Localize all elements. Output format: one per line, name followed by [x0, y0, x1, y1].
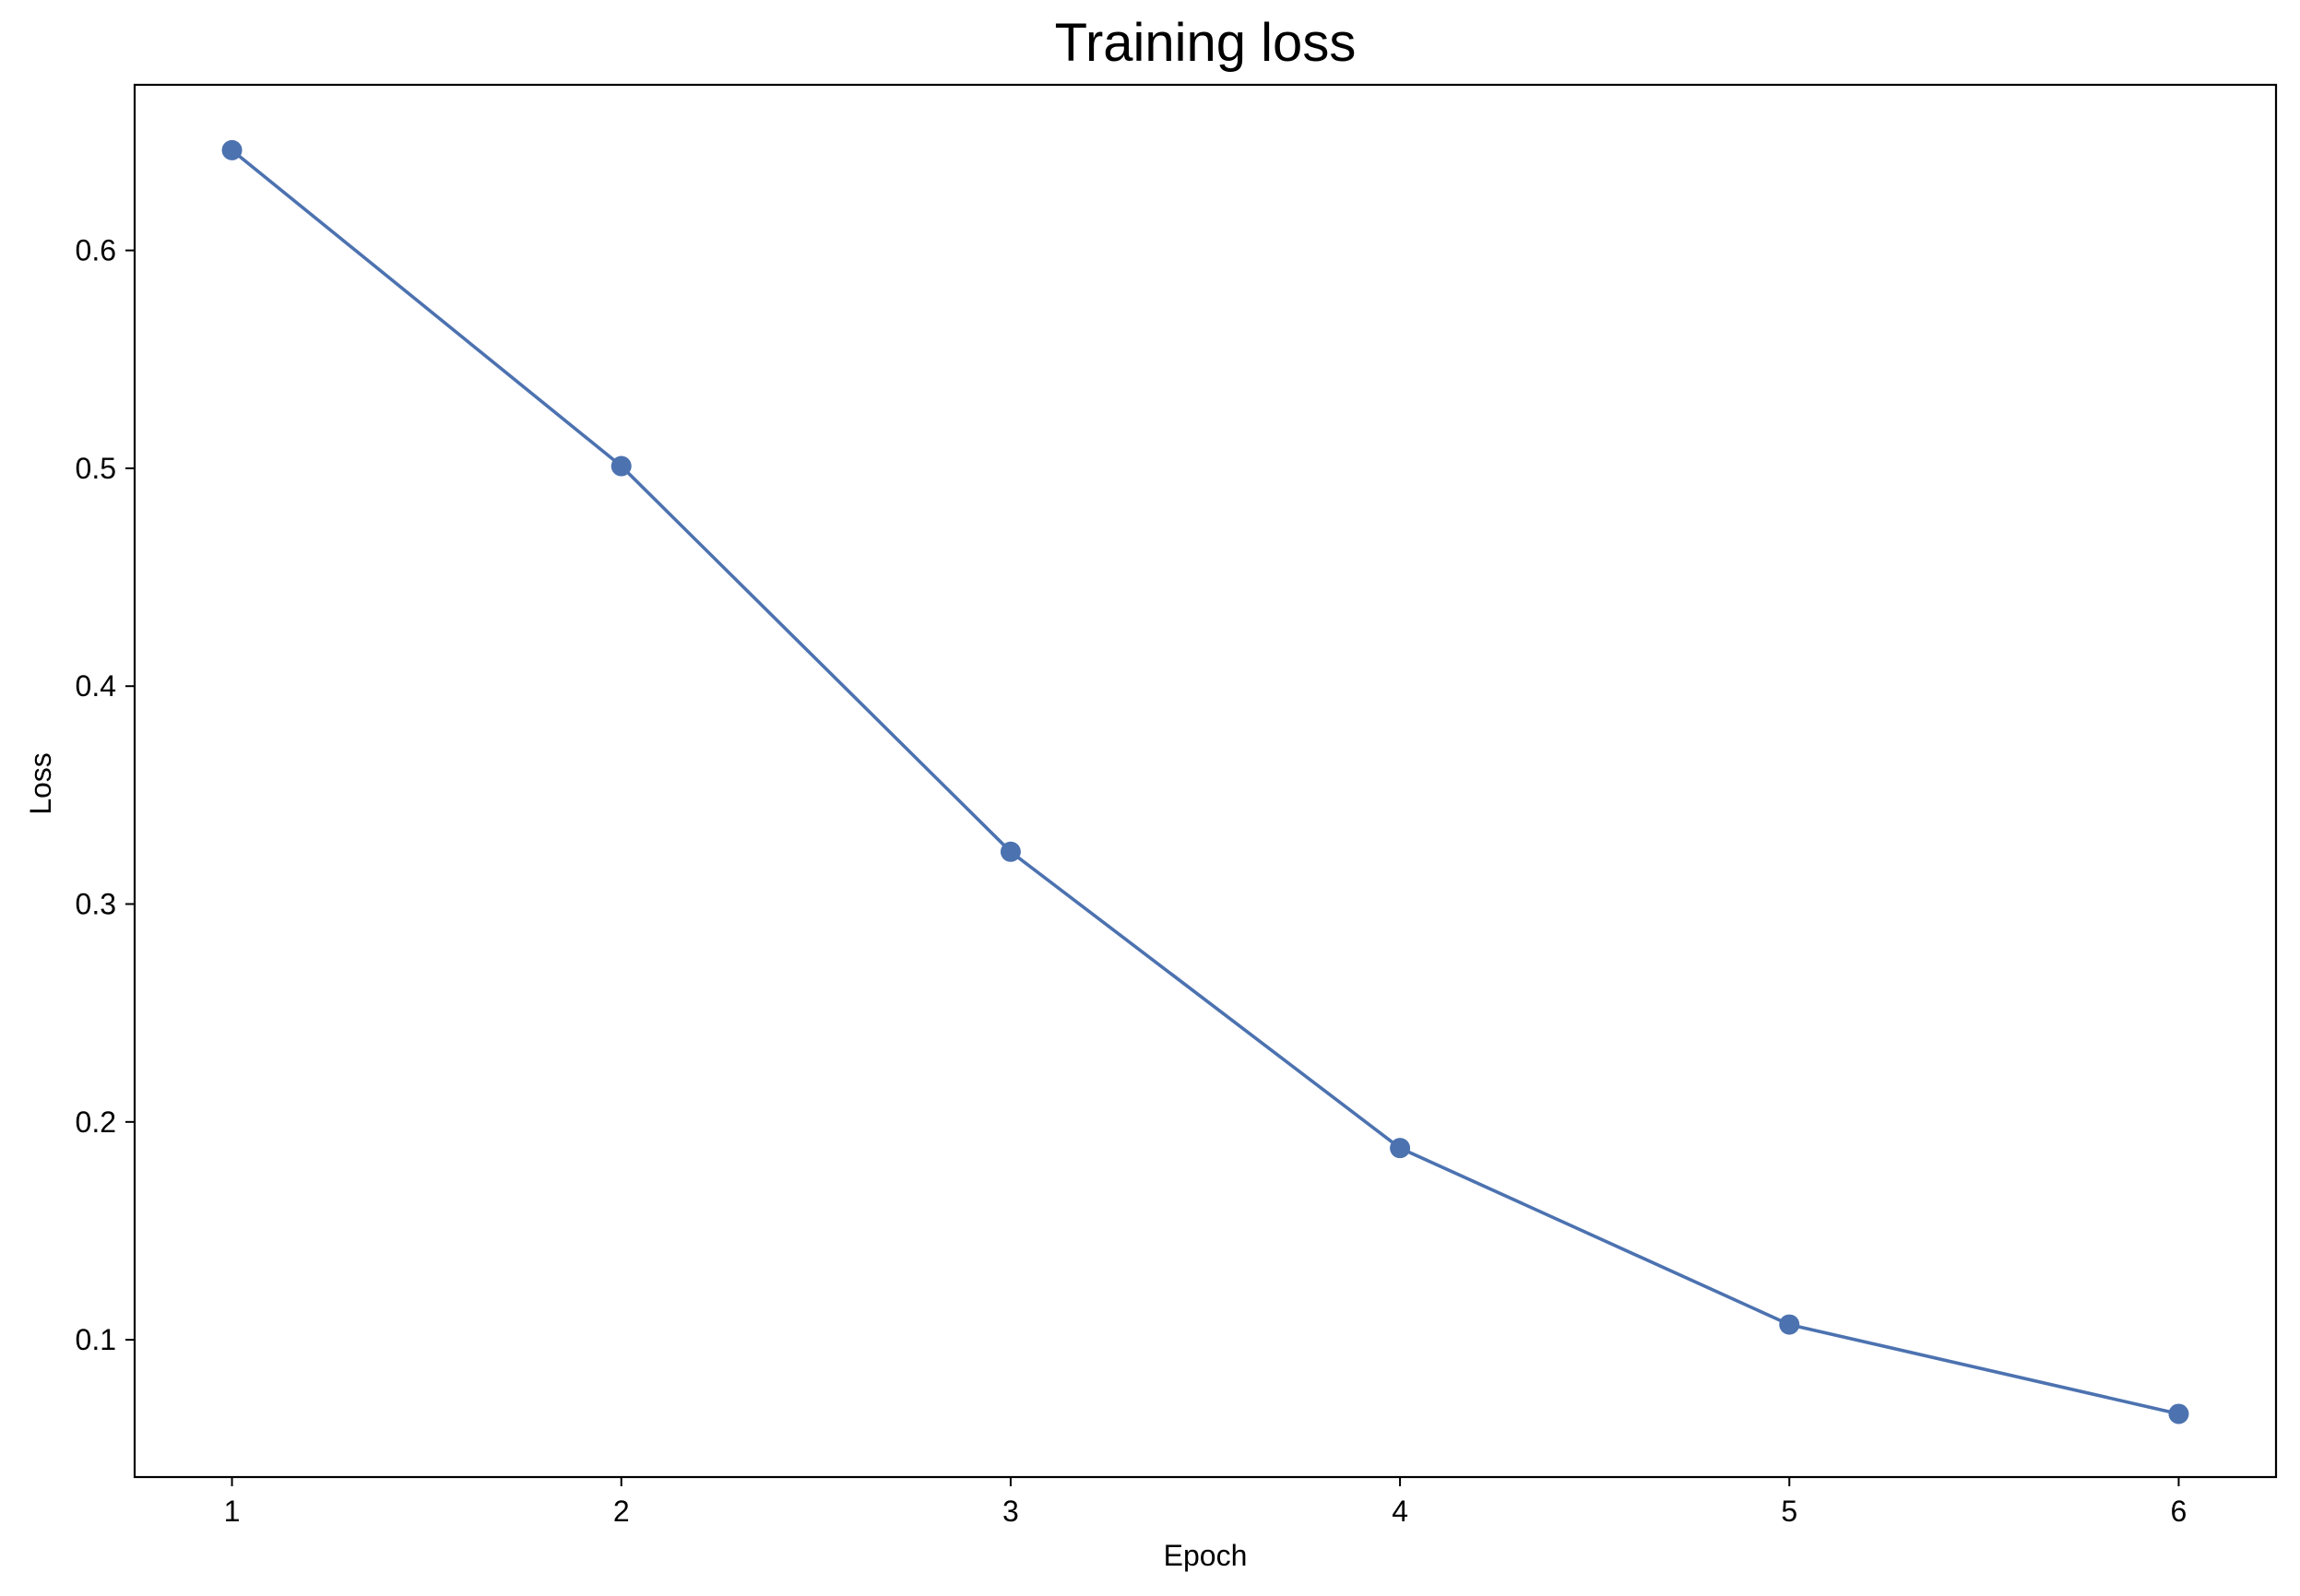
x-tick-label: 4 [1392, 1495, 1408, 1528]
y-tick-label: 0.2 [76, 1105, 116, 1139]
chart-title: Training loss [1055, 13, 1357, 73]
y-tick-label: 0.1 [76, 1323, 116, 1356]
y-axis-label: Loss [24, 752, 57, 815]
y-tick-label: 0.4 [76, 669, 116, 703]
x-tick-label: 5 [1781, 1495, 1797, 1528]
x-tick-label: 6 [2171, 1495, 2187, 1528]
plot-area [221, 139, 2189, 1425]
x-axis: 1 2 3 4 5 6 [224, 1477, 2187, 1528]
data-point [1779, 1314, 1800, 1335]
data-point [1000, 841, 1021, 862]
y-tick-label: 0.6 [76, 234, 116, 267]
x-axis-label: Epoch [1164, 1539, 1248, 1572]
y-axis: 0.1 0.2 0.3 0.4 0.5 0.6 [76, 234, 135, 1356]
x-tick-label: 3 [1002, 1495, 1019, 1528]
data-point [1390, 1138, 1411, 1159]
x-tick-label: 2 [613, 1495, 630, 1528]
series-line [230, 148, 2181, 1416]
data-point [2168, 1403, 2189, 1425]
plot-frame [133, 83, 2278, 1479]
y-tick-label: 0.3 [76, 888, 116, 921]
y-tick-label: 0.5 [76, 452, 116, 485]
x-tick-label: 1 [224, 1495, 241, 1528]
data-point [611, 455, 632, 477]
data-point [221, 139, 243, 160]
